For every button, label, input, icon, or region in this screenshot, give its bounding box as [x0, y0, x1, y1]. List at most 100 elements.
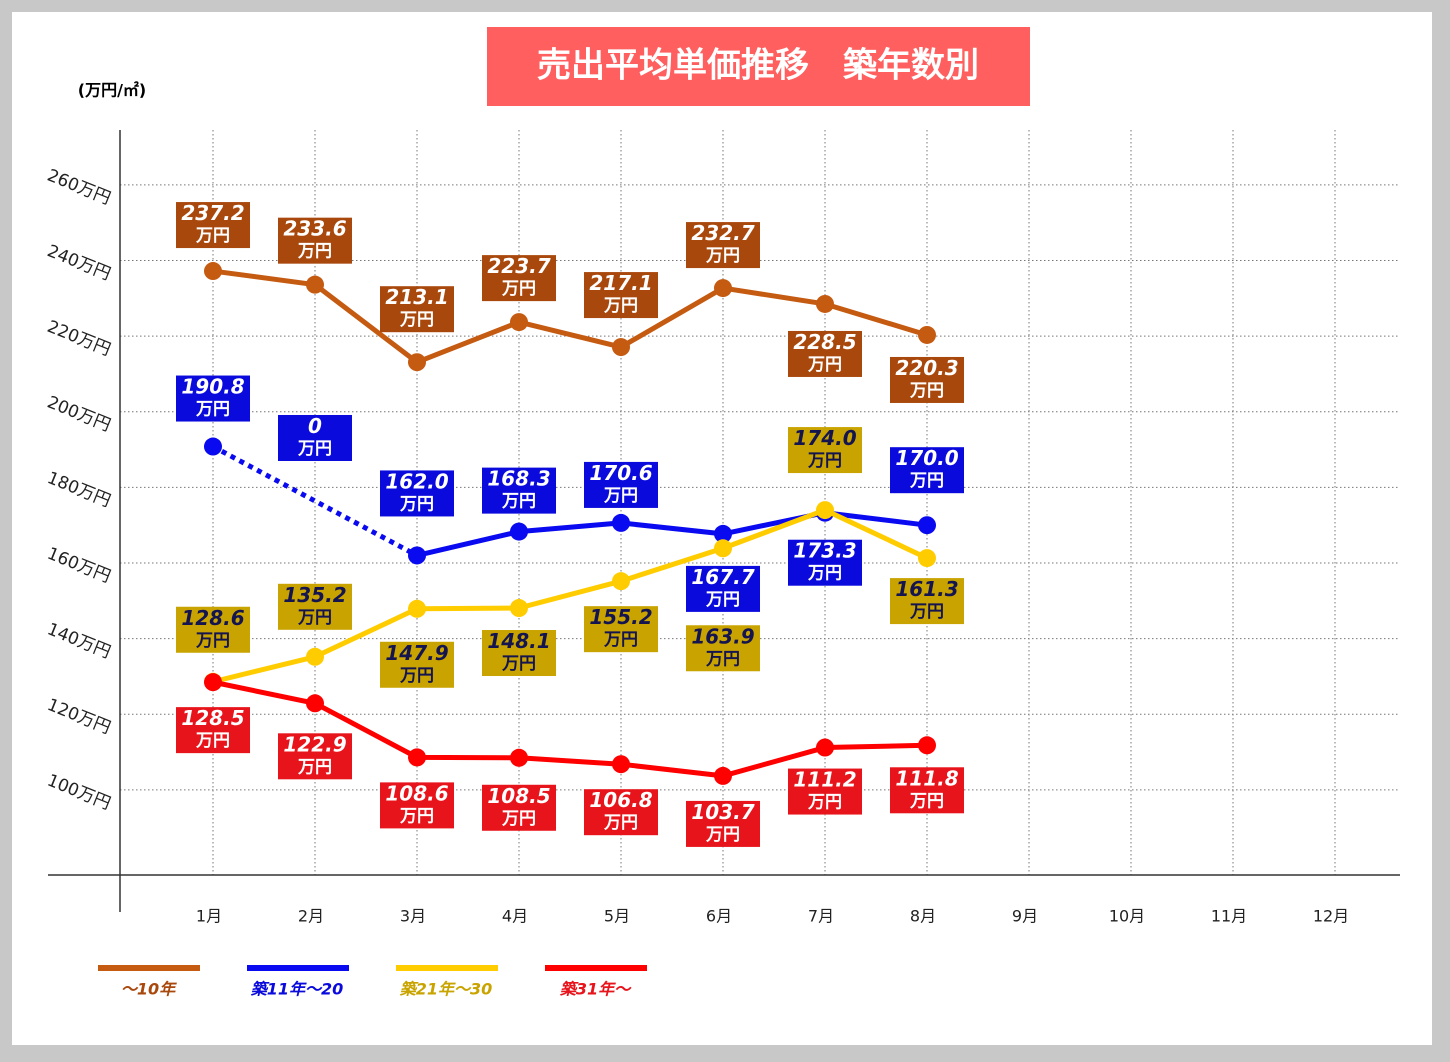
value-label-box — [278, 414, 352, 461]
title-box — [487, 27, 1030, 106]
value-label: 173.3 万円 — [793, 538, 856, 584]
value-label: 155.2 万円 — [589, 605, 652, 651]
value-label: 103.7 万円 — [691, 799, 754, 845]
point — [714, 524, 732, 543]
value-label-box — [176, 707, 250, 754]
point — [510, 313, 528, 332]
point — [612, 338, 630, 357]
point — [204, 437, 222, 456]
x-tick-label: 12月 — [1313, 907, 1349, 926]
value-label-box — [380, 470, 454, 517]
value-label: 217.1 万円 — [589, 271, 652, 317]
value-label-box — [584, 461, 658, 508]
x-tick-label: 2月 — [298, 907, 324, 926]
x-tick-label: 3月 — [400, 907, 426, 926]
legend-label: ～10年 — [121, 980, 177, 999]
series-line — [416, 510, 928, 558]
value-label-box — [788, 539, 862, 586]
point — [408, 748, 426, 767]
value-label-box — [278, 217, 352, 264]
point — [510, 522, 528, 541]
point — [612, 755, 630, 774]
value-label: 170.6 万円 — [589, 460, 652, 506]
value-label-box — [890, 767, 964, 814]
value-label-box — [278, 583, 352, 630]
series-line — [212, 268, 928, 365]
chart-title: 売出平均単価推移 築年数別 — [537, 46, 979, 86]
value-label-box — [686, 222, 760, 269]
point — [408, 353, 426, 372]
x-tick-label: 9月 — [1012, 907, 1038, 926]
value-label-box — [380, 641, 454, 688]
series-line — [212, 507, 929, 685]
x-tick-label: 10月 — [1109, 907, 1145, 926]
value-label-box — [584, 789, 658, 836]
value-label: 167.7 万円 — [691, 564, 754, 610]
point — [714, 539, 732, 558]
point — [918, 325, 936, 344]
value-label: 162.0 万円 — [385, 469, 448, 515]
point — [714, 766, 732, 785]
value-label-box — [482, 784, 556, 831]
value-label-box — [890, 356, 964, 403]
value-label-box — [686, 565, 760, 612]
value-label: 213.1 万円 — [385, 285, 448, 331]
point — [612, 572, 630, 591]
point — [510, 599, 528, 618]
value-label-box — [482, 255, 556, 302]
value-label-box — [890, 447, 964, 494]
x-tick-label: 6月 — [706, 907, 732, 926]
x-tick-label: 4月 — [502, 907, 528, 926]
point — [816, 501, 834, 520]
legend-label: 築21年～30 — [400, 980, 493, 999]
point — [816, 738, 834, 757]
x-tick-label: 5月 — [604, 907, 630, 926]
value-label: 168.3 万円 — [487, 466, 550, 512]
value-label: 108.5 万円 — [487, 783, 550, 829]
value-label: 122.9 万円 — [283, 732, 346, 778]
point — [408, 546, 426, 565]
value-label-box — [788, 768, 862, 815]
value-label: 232.7 万円 — [691, 221, 754, 267]
y-axis-label: (万円/㎡) — [78, 81, 146, 100]
point — [714, 279, 732, 298]
point — [612, 513, 630, 532]
point — [918, 736, 936, 755]
value-label-box — [788, 330, 862, 377]
x-tick-label: 8月 — [910, 907, 936, 926]
value-label: 237.2 万円 — [181, 201, 244, 247]
value-label-box — [176, 606, 250, 653]
value-label-box — [176, 202, 250, 249]
value-label: 111.2 万円 — [793, 767, 856, 813]
point — [306, 694, 324, 713]
value-label: 135.2 万円 — [283, 582, 346, 628]
point — [510, 748, 528, 767]
point — [408, 599, 426, 618]
value-label: 128.5 万円 — [181, 706, 244, 752]
value-label: 106.8 万円 — [589, 788, 652, 834]
value-label: 111.8 万円 — [895, 766, 958, 812]
value-label: 128.6 万円 — [181, 605, 244, 651]
legend-label: 築11年～20 — [251, 980, 344, 999]
value-label: 108.6 万円 — [385, 781, 448, 827]
value-label-box — [482, 467, 556, 514]
x-tick-label: 11月 — [1211, 907, 1247, 926]
value-label: 147.9 万円 — [385, 640, 448, 686]
value-label-box — [380, 782, 454, 829]
value-label-box — [890, 578, 964, 625]
point — [306, 647, 324, 666]
value-label: 233.6 万円 — [283, 216, 346, 262]
point — [816, 294, 834, 313]
point — [204, 262, 222, 281]
legend-label: 築31年～ — [560, 980, 632, 999]
value-label-box — [584, 272, 658, 319]
point — [918, 549, 936, 568]
value-label: 161.3 万円 — [895, 577, 958, 623]
value-label: 148.1 万円 — [487, 629, 550, 675]
point — [306, 275, 324, 294]
value-label-box — [482, 630, 556, 677]
value-label-box — [380, 286, 454, 333]
x-tick-label: 1月 — [196, 907, 222, 926]
